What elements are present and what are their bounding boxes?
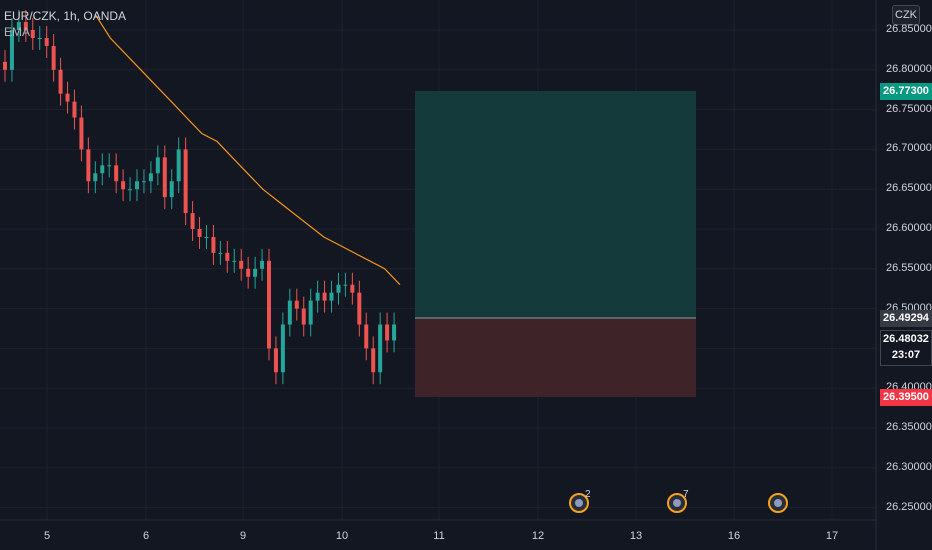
candle-body bbox=[371, 348, 376, 373]
candle-body bbox=[294, 300, 299, 309]
symbol-title[interactable]: EUR/CZK, 1h, OANDA bbox=[4, 9, 127, 23]
candle-body bbox=[58, 69, 63, 94]
candle-body bbox=[197, 229, 202, 237]
stop-loss-zone[interactable] bbox=[415, 318, 696, 397]
economic-event-icon[interactable]: 7 bbox=[667, 489, 689, 513]
time-axis-label: 10 bbox=[335, 530, 349, 542]
ema-line bbox=[94, 13, 401, 286]
candle-body bbox=[51, 45, 56, 70]
candle-body bbox=[23, 22, 28, 30]
candle-body bbox=[378, 324, 383, 373]
candle-body bbox=[315, 292, 320, 301]
candle-body bbox=[260, 260, 265, 269]
event-dot bbox=[673, 499, 681, 507]
entry-price-tag: 26.49294 bbox=[880, 310, 932, 327]
price-axis-label: 26.85000 bbox=[886, 23, 932, 35]
price-axis-label: 26.30000 bbox=[886, 460, 932, 473]
candle-body bbox=[218, 252, 223, 254]
candle-body bbox=[114, 165, 119, 182]
candle-body bbox=[141, 181, 146, 183]
candle-body bbox=[246, 268, 251, 277]
candle-body bbox=[364, 324, 369, 349]
candle-body bbox=[162, 157, 167, 198]
candle-body bbox=[357, 292, 362, 325]
price-axis-label: 26.55000 bbox=[886, 261, 932, 274]
candle-body bbox=[155, 157, 160, 174]
economic-event-icon[interactable] bbox=[768, 493, 788, 513]
candle-body bbox=[121, 181, 126, 190]
candle-body bbox=[239, 260, 244, 269]
price-axis-label: 26.25000 bbox=[886, 500, 932, 513]
candlestick-series bbox=[3, 10, 397, 385]
candle-body bbox=[37, 37, 42, 39]
candle-body bbox=[72, 101, 77, 118]
candle-body bbox=[267, 260, 271, 349]
candle-body bbox=[301, 308, 306, 325]
candle-body bbox=[169, 181, 174, 198]
candle-body bbox=[86, 149, 91, 182]
candle-body bbox=[280, 324, 285, 373]
candle-body bbox=[100, 165, 105, 174]
candle-body bbox=[350, 284, 355, 293]
candle-body bbox=[385, 324, 390, 341]
candle-body bbox=[343, 284, 348, 286]
target-price-tag: 26.77300 bbox=[880, 83, 932, 100]
current-price-value: 26.48032 bbox=[883, 333, 929, 345]
candle-body bbox=[329, 292, 334, 301]
chart-legend: EUR/CZK, 1h, OANDA EMA bbox=[4, 8, 126, 40]
candle-body bbox=[93, 173, 98, 182]
time-axis-label: 13 bbox=[629, 530, 643, 542]
event-dot bbox=[575, 499, 583, 507]
price-axis-label: 26.60000 bbox=[886, 222, 932, 234]
event-count: 2 bbox=[585, 489, 591, 500]
candle-body bbox=[253, 268, 258, 277]
candle-body bbox=[176, 149, 181, 182]
time-axis-label: 9 bbox=[239, 530, 247, 542]
candle-body bbox=[336, 284, 341, 293]
candle-body bbox=[322, 292, 327, 301]
candle-body bbox=[232, 260, 237, 262]
event-dot bbox=[774, 499, 782, 507]
price-axis-label: 26.70000 bbox=[886, 142, 932, 155]
candle-body bbox=[30, 30, 35, 38]
candle-body bbox=[308, 300, 313, 325]
economic-event-icon[interactable]: 2 bbox=[569, 489, 591, 513]
time-axis-label: 5 bbox=[43, 530, 51, 542]
time-axis-label: 16 bbox=[727, 530, 741, 542]
candle-body bbox=[16, 22, 21, 30]
event-count: 7 bbox=[683, 489, 689, 500]
candle-body bbox=[183, 149, 188, 214]
candle-body bbox=[107, 165, 112, 167]
price-axis-label: 26.35000 bbox=[886, 421, 932, 433]
stop-price-tag: 26.39500 bbox=[880, 389, 932, 406]
price-axis-label: 26.65000 bbox=[886, 182, 932, 195]
candle-body bbox=[65, 93, 70, 102]
candle-body bbox=[9, 30, 14, 70]
candle-body bbox=[211, 236, 216, 253]
candle-body bbox=[148, 173, 153, 182]
candle-body bbox=[44, 37, 49, 46]
candle-body bbox=[225, 252, 230, 261]
price-axis-label: 26.75000 bbox=[886, 102, 932, 115]
indicator-label[interactable]: EMA bbox=[4, 25, 31, 39]
profit-target-zone[interactable] bbox=[415, 91, 696, 318]
candle-body bbox=[79, 117, 84, 150]
bar-countdown: 23:07 bbox=[891, 349, 921, 361]
candle-body bbox=[273, 348, 278, 373]
candle-body bbox=[204, 236, 209, 238]
candle-body bbox=[135, 181, 139, 190]
candle-body bbox=[3, 61, 7, 70]
candle-body bbox=[128, 189, 133, 191]
candle-body bbox=[392, 324, 397, 341]
currency-button[interactable]: CZK bbox=[892, 5, 920, 25]
time-axis-label: 17 bbox=[825, 530, 839, 542]
candle-body bbox=[190, 213, 195, 229]
price-axis-label: 26.80000 bbox=[886, 62, 932, 75]
candle-body bbox=[287, 300, 292, 325]
current-price-tag: 26.48032 23:07 bbox=[880, 330, 932, 366]
time-axis-label: 11 bbox=[433, 530, 445, 542]
time-axis-label: 6 bbox=[142, 530, 150, 542]
time-axis-label: 12 bbox=[531, 530, 545, 542]
